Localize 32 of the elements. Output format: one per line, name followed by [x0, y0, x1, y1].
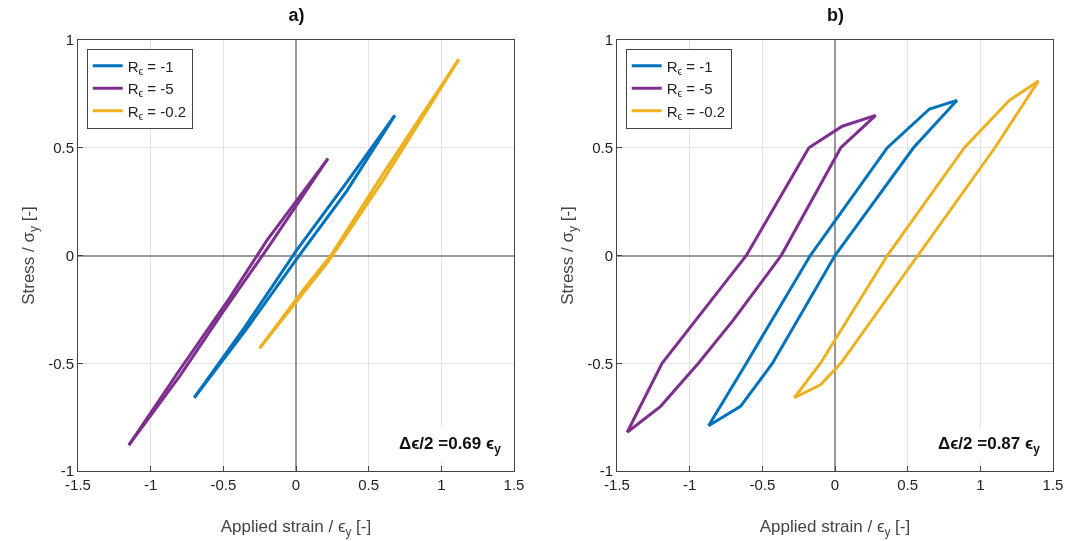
x-tick-label: -0.5 — [749, 476, 776, 493]
y-tick-label: 0.5 — [592, 139, 613, 156]
x-tick-label: 1 — [976, 476, 985, 493]
x-tick-label: 0.5 — [358, 476, 380, 493]
annotation: Δϵ/2 =0.87 ϵ$_{y}$ — [938, 434, 1041, 456]
x-tick-label: -0.5 — [210, 476, 237, 493]
y-tick-label: 1 — [65, 31, 74, 49]
y-tick-label: 0 — [604, 246, 613, 264]
y-tick-label: 0.5 — [53, 139, 74, 156]
x-tick-label: 0 — [830, 476, 840, 493]
x-tick-label: 0 — [291, 476, 301, 493]
y-tick-label: -0.5 — [48, 354, 74, 372]
annotation: Δϵ/2 =0.69 ϵ$_{y}$ — [399, 434, 502, 456]
y-tick-label: -0.5 — [587, 354, 613, 372]
legend-label: R$_{ϵ}$ = -1 — [127, 57, 174, 77]
chart-title: a) — [288, 4, 305, 25]
x-tick-label: -1 — [683, 476, 697, 493]
legend-label: R$_{ϵ}$ = -0.2 — [666, 102, 726, 122]
legend-label: R$_{ϵ}$ = -5 — [127, 80, 174, 100]
legend-label: R$_{ϵ}$ = -0.2 — [127, 102, 187, 122]
legend-label: R$_{ϵ}$ = -5 — [666, 80, 713, 100]
x-axis-title: Applied strain / ϵ$_{y}$ [-] — [759, 517, 911, 539]
x-tick-label: 0.5 — [897, 476, 919, 493]
x-tick-label: 1 — [437, 476, 446, 493]
x-axis-title: Applied strain / ϵ$_{y}$ [-] — [220, 517, 372, 539]
x-tick-label: 1.5 — [1042, 476, 1064, 493]
x-tick-label: -1 — [144, 476, 158, 493]
y-tick-label: 1 — [604, 31, 613, 49]
chart-title: b) — [826, 4, 844, 25]
y-tick-label: 0 — [65, 246, 74, 264]
legend-label: R$_{ϵ}$ = -1 — [666, 57, 713, 77]
x-tick-label: 1.5 — [503, 476, 525, 493]
